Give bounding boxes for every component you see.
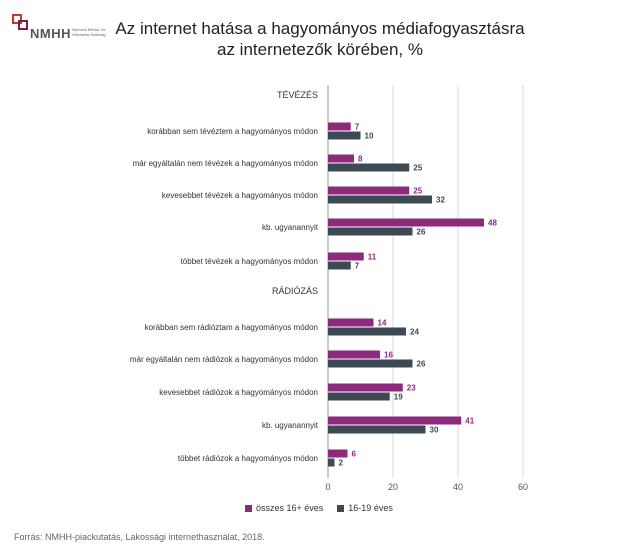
legend-label-series1: összes 16+ éves [256,503,324,513]
bar-series1 [328,186,410,195]
bar-series2 [328,425,426,434]
data-label-series2: 19 [394,393,403,402]
bar-series2 [328,392,390,401]
logo-subtitle: Nemzeti Média- és Hírközlési Hatóság [72,27,106,37]
legend-item-series2: 16-19 éves [337,503,393,513]
category-label: kevesebbet rádiózok a hagyományos módon [159,388,318,397]
data-label-series2: 7 [355,262,360,271]
bar-series1 [328,252,364,261]
bar-series1 [328,350,380,359]
legend-label-series2: 16-19 éves [348,503,393,513]
category-label: már egyáltalán nem tévézek a hagyományos… [133,159,318,168]
data-label-series1: 16 [384,351,393,360]
legend-item-series1: összes 16+ éves [245,503,323,513]
x-tick-label: 20 [388,482,398,492]
bar-series1 [328,122,351,131]
group-header: RÁDIÓZÁS [272,286,318,296]
bar-series1 [328,416,462,425]
x-tick-label: 0 [325,482,330,492]
bar-series1 [328,449,348,458]
source-note: Forrás: NMHH-piackutatás, Lakossági inte… [14,532,265,542]
data-label-series1: 14 [378,319,387,328]
category-label: kb. ugyanannyit [262,223,319,232]
category-label: korábban sem rádióztam a hagyományos mód… [145,323,318,332]
bar-series1 [328,318,374,327]
data-label-series1: 11 [368,253,377,262]
data-label-series2: 32 [436,196,445,205]
legend-swatch-series2 [337,504,345,512]
category-label: kb. ugyanannyit [262,421,319,430]
data-label-series1: 25 [413,187,422,196]
category-label: korábban sem tévéztem a hagyományos módo… [147,127,318,136]
bar-series2 [328,195,432,204]
category-label: többet rádiózok a hagyományos módon [178,454,318,463]
data-label-series1: 6 [352,450,357,459]
data-label-series1: 41 [465,417,474,426]
chart-title-line2: az internetezők körében, % [216,40,423,59]
chart-legend: összes 16+ éves 16-19 éves [245,503,393,513]
data-label-series1: 8 [358,155,363,164]
data-label-series2: 24 [410,328,419,337]
x-tick-label: 40 [453,482,463,492]
data-label-series2: 2 [339,459,344,468]
category-label: kevesebbet tévézek a hagyományos módon [162,191,318,200]
data-label-series1: 23 [407,384,416,393]
group-header: TÉVÉZÉS [277,90,318,100]
data-label-series2: 30 [430,426,439,435]
bar-series2 [328,458,335,467]
bar-series1 [328,154,354,163]
bar-series2 [328,327,406,336]
legend-swatch-series1 [245,504,252,512]
data-label-series2: 25 [413,164,422,173]
bar-series1 [328,218,484,227]
data-label-series2: 26 [417,228,426,237]
chart-title-line1: Az internet hatása a hagyományos médiafo… [115,19,525,38]
logo-text: NMHH [30,26,71,41]
bar-series2 [328,261,351,270]
logo-mark-icon [12,14,28,30]
bar-series2 [328,359,413,368]
data-label-series2: 26 [417,360,426,369]
data-label-series2: 10 [365,132,374,141]
bar-series2 [328,227,413,236]
category-label: már egyáltalán nem rádiózok a hagyományo… [130,355,318,364]
x-tick-label: 60 [518,482,528,492]
bar-series2 [328,163,410,172]
data-label-series1: 48 [488,219,497,228]
category-label: többet tévézek a hagyományos módon [181,257,318,266]
data-label-series1: 7 [355,123,360,132]
nmhh-logo: NMHH Nemzeti Média- és Hírközlési Hatósá… [12,14,112,44]
bar-series2 [328,131,361,140]
bar-series1 [328,383,403,392]
